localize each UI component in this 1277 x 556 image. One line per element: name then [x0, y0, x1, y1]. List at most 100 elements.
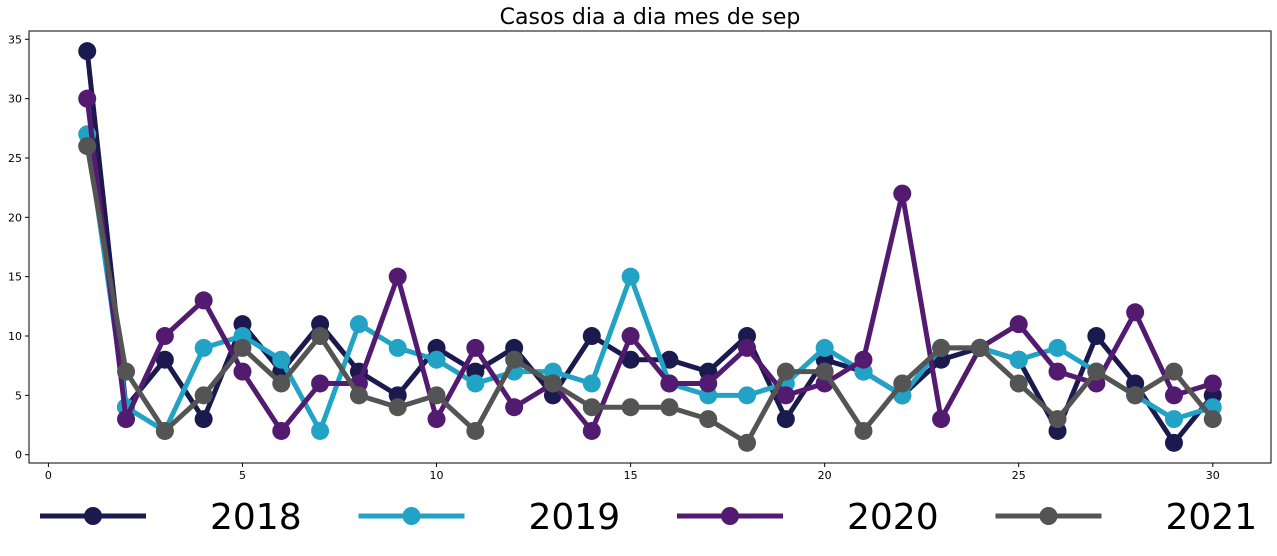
legend-label: 2019 [529, 497, 621, 538]
x-tick-label: 10 [430, 469, 444, 482]
series-2021-point [1126, 386, 1145, 405]
legend: 2018 2019 2020 2021 [40, 497, 1257, 538]
series-2021-point [1203, 410, 1222, 429]
x-tick-label: 30 [1206, 469, 1220, 482]
legend-label: 2021 [1166, 497, 1258, 538]
x-tick-label: 15 [624, 469, 638, 482]
series-2019-point [1164, 410, 1183, 429]
series-2021-point [349, 386, 368, 405]
y-tick-label: 25 [8, 152, 22, 165]
series-2020-point [1009, 315, 1028, 334]
series-2020-point [466, 338, 485, 357]
series-2018-point [582, 327, 601, 346]
series-2021-point [117, 362, 136, 381]
series-2021-line [84, 143, 1216, 446]
series-2018-point [776, 410, 795, 429]
x-tick-label: 5 [239, 469, 246, 482]
series-2019-point [738, 386, 757, 405]
series-2021-point [1009, 374, 1028, 393]
series-2019-point [466, 374, 485, 393]
series-2018-point [1164, 433, 1183, 452]
legend-swatch-marker [1039, 507, 1058, 525]
series-2021-point [78, 137, 97, 156]
series-2019-point [427, 350, 446, 369]
series-2020-point [621, 327, 640, 346]
legend-item-2021: 2021 [995, 497, 1258, 538]
x-tick-label: 25 [1012, 469, 1026, 482]
series-2020-point [78, 89, 97, 108]
legend-label: 2018 [210, 497, 302, 538]
series-2021-point [776, 362, 795, 381]
series-2018-point [78, 42, 97, 61]
series-2021-point [233, 338, 252, 357]
series-2020-point [582, 421, 601, 440]
series-2021-point [621, 398, 640, 417]
legend-swatch-marker [721, 507, 739, 525]
series-2019-point [1048, 338, 1067, 357]
series-2021-point [815, 362, 834, 381]
series-2021-point [466, 421, 485, 440]
series-2021-point [155, 421, 174, 440]
series-2020-point [311, 374, 330, 393]
series-2018 [78, 42, 1222, 452]
series-2018-point [1087, 327, 1106, 346]
series-2021-point [427, 386, 446, 405]
series-2020-point [699, 374, 718, 393]
series-2019 [78, 125, 1222, 440]
series-2021-point [194, 386, 213, 405]
y-tick-label: 20 [8, 211, 22, 224]
legend-label: 2020 [847, 497, 939, 538]
series-2020-point [155, 327, 174, 346]
series-2019-point [815, 338, 834, 357]
series-2019-line [84, 131, 1216, 434]
series-2020-point [893, 184, 912, 203]
series-2020-point [738, 338, 757, 357]
series-2020-point [194, 291, 213, 310]
legend-swatch-marker [402, 507, 421, 525]
series-2019-point [388, 338, 407, 357]
series-2019-point [582, 374, 601, 393]
series-2020 [78, 89, 1222, 440]
y-tick-label: 5 [15, 389, 22, 402]
series-2018-line [84, 48, 1216, 446]
series-2021-point [505, 350, 524, 369]
series-2021-point [660, 398, 679, 417]
series-2020-point [427, 410, 446, 429]
chart-title: Casos dia a dia mes de sep [500, 5, 801, 30]
series-2021-point [699, 410, 718, 429]
series-2019-point [311, 421, 330, 440]
series-2021-point [893, 374, 912, 393]
series-2020-point [505, 398, 524, 417]
series-2018-point [621, 350, 640, 369]
legend-item-2018: 2018 [40, 497, 302, 538]
y-tick-label: 15 [8, 271, 22, 284]
series-2020-point [117, 410, 136, 429]
y-tick-label: 0 [15, 449, 22, 462]
series-2020-point [932, 410, 951, 429]
y-tick-label: 35 [8, 33, 22, 46]
series-2020-point [1164, 386, 1183, 405]
series-2019-point [272, 350, 291, 369]
plot-area: 0 5 10 15 20 25 30 0 5 10 15 20 25 30 35 [8, 30, 1272, 482]
series-2020-point [272, 421, 291, 440]
series-2021-point [543, 374, 562, 393]
series-2018-point [194, 410, 213, 429]
series-2019-point [349, 315, 368, 334]
plot-frame [28, 30, 1272, 464]
series-2021-point [970, 338, 989, 357]
series-2020-line [84, 96, 1216, 434]
legend-item-2020: 2020 [677, 497, 939, 538]
series-2021-point [388, 398, 407, 417]
series-2020-point [776, 386, 795, 405]
legend-swatch-marker [84, 507, 102, 525]
series-2020-point [233, 362, 252, 381]
series-2021-point [311, 327, 330, 346]
x-tick-label: 20 [818, 469, 832, 482]
series-2021-point [1048, 410, 1067, 429]
series-2020-point [660, 374, 679, 393]
series-2020-point [1126, 303, 1145, 322]
y-tick-label: 30 [8, 93, 22, 106]
series-2020-point [1048, 362, 1067, 381]
series-2021 [78, 137, 1222, 452]
